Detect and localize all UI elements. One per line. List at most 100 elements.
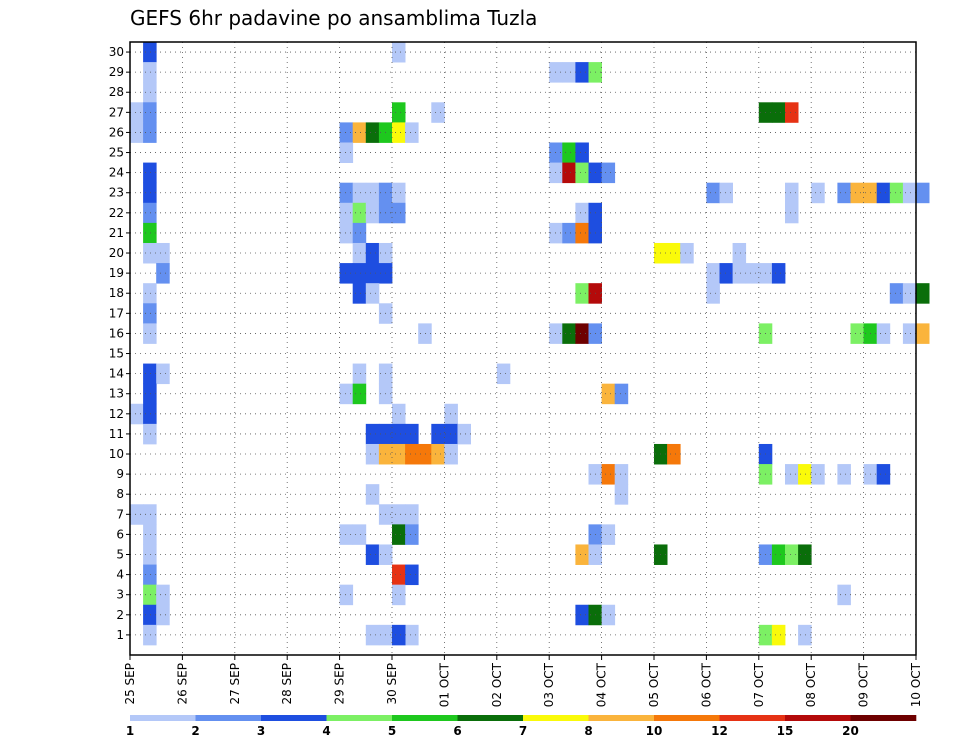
y-tick-label: 6 xyxy=(116,527,124,541)
heatmap-cell xyxy=(405,564,419,586)
heatmap-cell xyxy=(392,443,406,465)
heatmap-cell xyxy=(143,162,157,184)
heatmap-cell xyxy=(680,242,694,264)
heatmap-cell xyxy=(771,544,786,565)
heatmap-cell xyxy=(916,283,930,304)
heatmap-cell xyxy=(575,283,589,304)
colorbar-label: 20 xyxy=(842,724,859,738)
heatmap-cell xyxy=(365,263,380,284)
colorbar-segment xyxy=(523,715,589,721)
heatmap-cell xyxy=(365,484,380,505)
heatmap-cell xyxy=(339,584,354,606)
heatmap-cell xyxy=(130,102,144,123)
colorbar: 1 2 3 4 5 6 7 8 10 12 15 20 xyxy=(126,715,917,738)
heatmap-cell xyxy=(785,202,799,224)
heatmap-cell xyxy=(601,604,616,626)
heatmap-cell xyxy=(431,443,445,465)
heatmap-cell xyxy=(352,263,367,284)
colorbar-segment xyxy=(785,715,851,721)
x-tick-label: 25 SEP xyxy=(123,663,137,705)
x-tick-label: 02 OCT xyxy=(490,662,504,707)
heatmap-cell xyxy=(496,363,511,385)
heatmap-cell xyxy=(916,182,930,204)
x-tick-label: 05 OCT xyxy=(647,662,661,707)
heatmap-cell xyxy=(365,122,380,143)
heatmap-cell xyxy=(837,464,851,485)
grid-lines xyxy=(130,42,916,655)
x-tick-label: 08 OCT xyxy=(804,662,818,707)
heatmap-cell xyxy=(339,182,354,204)
x-tick-label: 30 SEP xyxy=(385,663,399,705)
heatmap-cell xyxy=(902,283,917,304)
heatmap-cell xyxy=(143,42,157,63)
heatmap-cell xyxy=(601,464,616,485)
heatmap-cell xyxy=(143,303,157,324)
colorbar-label: 8 xyxy=(584,724,592,738)
heatmap-cell xyxy=(431,102,445,123)
heatmap-cell xyxy=(405,122,419,143)
colorbar-segment xyxy=(588,715,655,721)
heatmap-cell xyxy=(916,323,930,344)
heatmap-cell xyxy=(143,82,157,103)
heatmap-cell xyxy=(444,423,458,445)
heatmap-cell xyxy=(771,263,786,284)
heatmap-cell xyxy=(418,443,432,465)
heatmap-cell xyxy=(811,464,825,485)
heatmap-cell xyxy=(352,524,367,545)
colorbar-segment xyxy=(130,715,196,721)
colorbar-label: 12 xyxy=(711,724,728,738)
y-tick-label: 5 xyxy=(116,548,124,562)
heatmap-cell xyxy=(143,242,157,264)
heatmap-cell xyxy=(392,102,406,123)
y-tick-label: 1 xyxy=(116,628,124,642)
y-tick-label: 30 xyxy=(109,45,124,59)
heatmap-cell xyxy=(143,604,157,626)
heatmap-cell xyxy=(745,263,760,284)
heatmap-cell xyxy=(850,182,864,204)
heatmap-cell xyxy=(365,202,380,224)
heatmap-cell xyxy=(575,162,589,184)
heatmap-cell xyxy=(143,403,157,425)
heatmap-cell xyxy=(352,222,367,244)
heatmap-cell xyxy=(352,383,367,405)
heatmap-cell xyxy=(575,202,589,224)
heatmap-cell xyxy=(352,202,367,224)
heatmap-cell xyxy=(614,383,629,405)
heatmap-cell xyxy=(706,182,720,204)
heatmap-cell xyxy=(365,242,380,264)
colorbar-segment xyxy=(261,715,327,721)
heatmap-cell xyxy=(130,504,144,525)
y-tick-label: 14 xyxy=(109,367,124,381)
colorbar-segment xyxy=(457,715,524,721)
heatmap-cell xyxy=(143,544,157,565)
heatmap-cell xyxy=(143,182,157,204)
colorbar-label: 1 xyxy=(126,724,134,738)
heatmap-cell xyxy=(562,222,576,244)
y-tick-label: 22 xyxy=(109,206,124,220)
heatmap-cell xyxy=(143,363,157,385)
heatmap-cell xyxy=(392,202,406,224)
colorbar-label: 6 xyxy=(453,724,461,738)
x-tick-label: 29 SEP xyxy=(333,663,347,705)
heatmap-cell xyxy=(405,624,419,646)
heatmap-cell xyxy=(156,604,170,626)
heatmap-cells xyxy=(130,42,930,646)
y-tick-label: 12 xyxy=(109,407,124,421)
y-tick-label: 3 xyxy=(116,588,124,602)
heatmap-cell xyxy=(719,263,733,284)
heatmap-cell xyxy=(365,443,380,465)
colorbar-segment xyxy=(195,715,262,721)
heatmap-cell xyxy=(392,403,406,425)
y-tick-label: 7 xyxy=(116,507,124,521)
heatmap-cell xyxy=(457,423,471,445)
heatmap-cell xyxy=(143,504,157,525)
y-tick-label: 4 xyxy=(116,568,124,582)
x-tick-label: 27 SEP xyxy=(228,663,242,705)
colorbar-label: 15 xyxy=(777,724,794,738)
heatmap-cell xyxy=(601,162,616,184)
heatmap-cell xyxy=(405,504,419,525)
y-tick-label: 24 xyxy=(109,166,124,180)
heatmap-cell xyxy=(431,423,445,445)
heatmap-cell xyxy=(143,202,157,224)
y-tick-label: 9 xyxy=(116,467,124,481)
